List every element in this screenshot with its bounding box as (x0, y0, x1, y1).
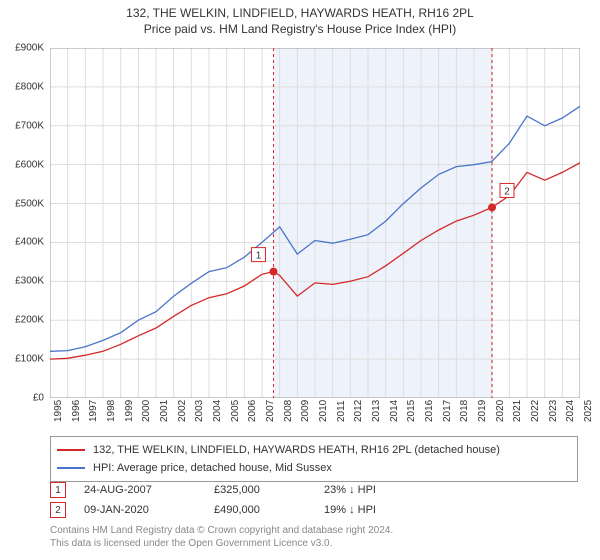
x-tick-label: 1999 (124, 400, 135, 422)
sale-marker-box: 1 (50, 482, 66, 498)
x-tick-label: 2003 (194, 400, 205, 422)
y-tick-label: £500K (15, 198, 44, 209)
sales-table: 1 24-AUG-2007£325,00023% ↓ HPI 2 09-JAN-202… (50, 480, 578, 520)
y-tick-label: £400K (15, 237, 44, 248)
title-address: 132, THE WELKIN, LINDFIELD, HAYWARDS HEA… (0, 6, 600, 20)
x-tick-label: 1998 (106, 400, 117, 422)
x-tick-label: 2006 (247, 400, 258, 422)
x-axis: 1995 1996 1997 1998 1999 2000 2001 2002 2003 2004… (50, 398, 580, 428)
sale-row: 2 09-JAN-2020£490,00019% ↓ HPI (50, 500, 578, 520)
x-tick-label: 2000 (141, 400, 152, 422)
x-tick-label: 2004 (212, 400, 223, 422)
x-tick-label: 2016 (424, 400, 435, 422)
y-tick-label: £0 (33, 393, 44, 404)
footer-line2: This data is licensed under the Open Gov… (50, 537, 393, 550)
x-tick-label: 2024 (565, 400, 576, 422)
x-tick-label: 2008 (283, 400, 294, 422)
footer: Contains HM Land Registry data © Crown c… (50, 524, 393, 550)
y-tick-label: £100K (15, 354, 44, 365)
x-tick-label: 2005 (230, 400, 241, 422)
chart-svg: 12 (50, 48, 580, 398)
y-tick-label: £700K (15, 120, 44, 131)
x-tick-label: 1995 (53, 400, 64, 422)
title-block: 132, THE WELKIN, LINDFIELD, HAYWARDS HEA… (0, 0, 600, 36)
sale-price: £490,000 (214, 504, 324, 516)
x-tick-label: 2020 (495, 400, 506, 422)
svg-text:1: 1 (256, 251, 262, 262)
sale-row: 1 24-AUG-2007£325,00023% ↓ HPI (50, 480, 578, 500)
x-tick-label: 2017 (442, 400, 453, 422)
sale-date: 24-AUG-2007 (84, 484, 214, 496)
x-tick-label: 2002 (177, 400, 188, 422)
chart-container: 132, THE WELKIN, LINDFIELD, HAYWARDS HEA… (0, 0, 600, 560)
sale-price: £325,000 (214, 484, 324, 496)
x-tick-label: 2011 (336, 400, 347, 422)
x-tick-label: 2012 (353, 400, 364, 422)
x-tick-label: 2022 (530, 400, 541, 422)
y-tick-label: £300K (15, 276, 44, 287)
sale-hpi: 23% ↓ HPI (324, 484, 444, 496)
x-tick-label: 1997 (88, 400, 99, 422)
x-tick-label: 2025 (583, 400, 594, 422)
legend-item: 132, THE WELKIN, LINDFIELD, HAYWARDS HEA… (57, 442, 571, 459)
legend: 132, THE WELKIN, LINDFIELD, HAYWARDS HEA… (50, 436, 578, 482)
x-tick-label: 1996 (71, 400, 82, 422)
x-tick-label: 2021 (512, 400, 523, 422)
legend-swatch (57, 449, 85, 451)
sale-marker-box: 2 (50, 502, 66, 518)
legend-item: HPI: Average price, detached house, Mid … (57, 460, 571, 477)
x-tick-label: 2009 (300, 400, 311, 422)
x-tick-label: 2010 (318, 400, 329, 422)
chart-area: 12 (50, 48, 580, 398)
x-tick-label: 2018 (459, 400, 470, 422)
x-tick-label: 2015 (406, 400, 417, 422)
x-tick-label: 2007 (265, 400, 276, 422)
y-tick-label: £900K (15, 43, 44, 54)
x-tick-label: 2001 (159, 400, 170, 422)
x-tick-label: 2023 (548, 400, 559, 422)
sale-date: 09-JAN-2020 (84, 504, 214, 516)
svg-text:2: 2 (504, 186, 510, 197)
x-tick-label: 2019 (477, 400, 488, 422)
title-subtitle: Price paid vs. HM Land Registry's House … (0, 22, 600, 36)
legend-label: HPI: Average price, detached house, Mid … (93, 460, 332, 477)
x-tick-label: 2014 (389, 400, 400, 422)
legend-swatch (57, 467, 85, 469)
y-tick-label: £600K (15, 159, 44, 170)
x-tick-label: 2013 (371, 400, 382, 422)
y-tick-label: £200K (15, 315, 44, 326)
y-axis: £0£100K£200K£300K£400K£500K£600K£700K£80… (0, 48, 48, 398)
footer-line1: Contains HM Land Registry data © Crown c… (50, 524, 393, 537)
y-tick-label: £800K (15, 81, 44, 92)
legend-label: 132, THE WELKIN, LINDFIELD, HAYWARDS HEA… (93, 442, 500, 459)
sale-hpi: 19% ↓ HPI (324, 504, 444, 516)
